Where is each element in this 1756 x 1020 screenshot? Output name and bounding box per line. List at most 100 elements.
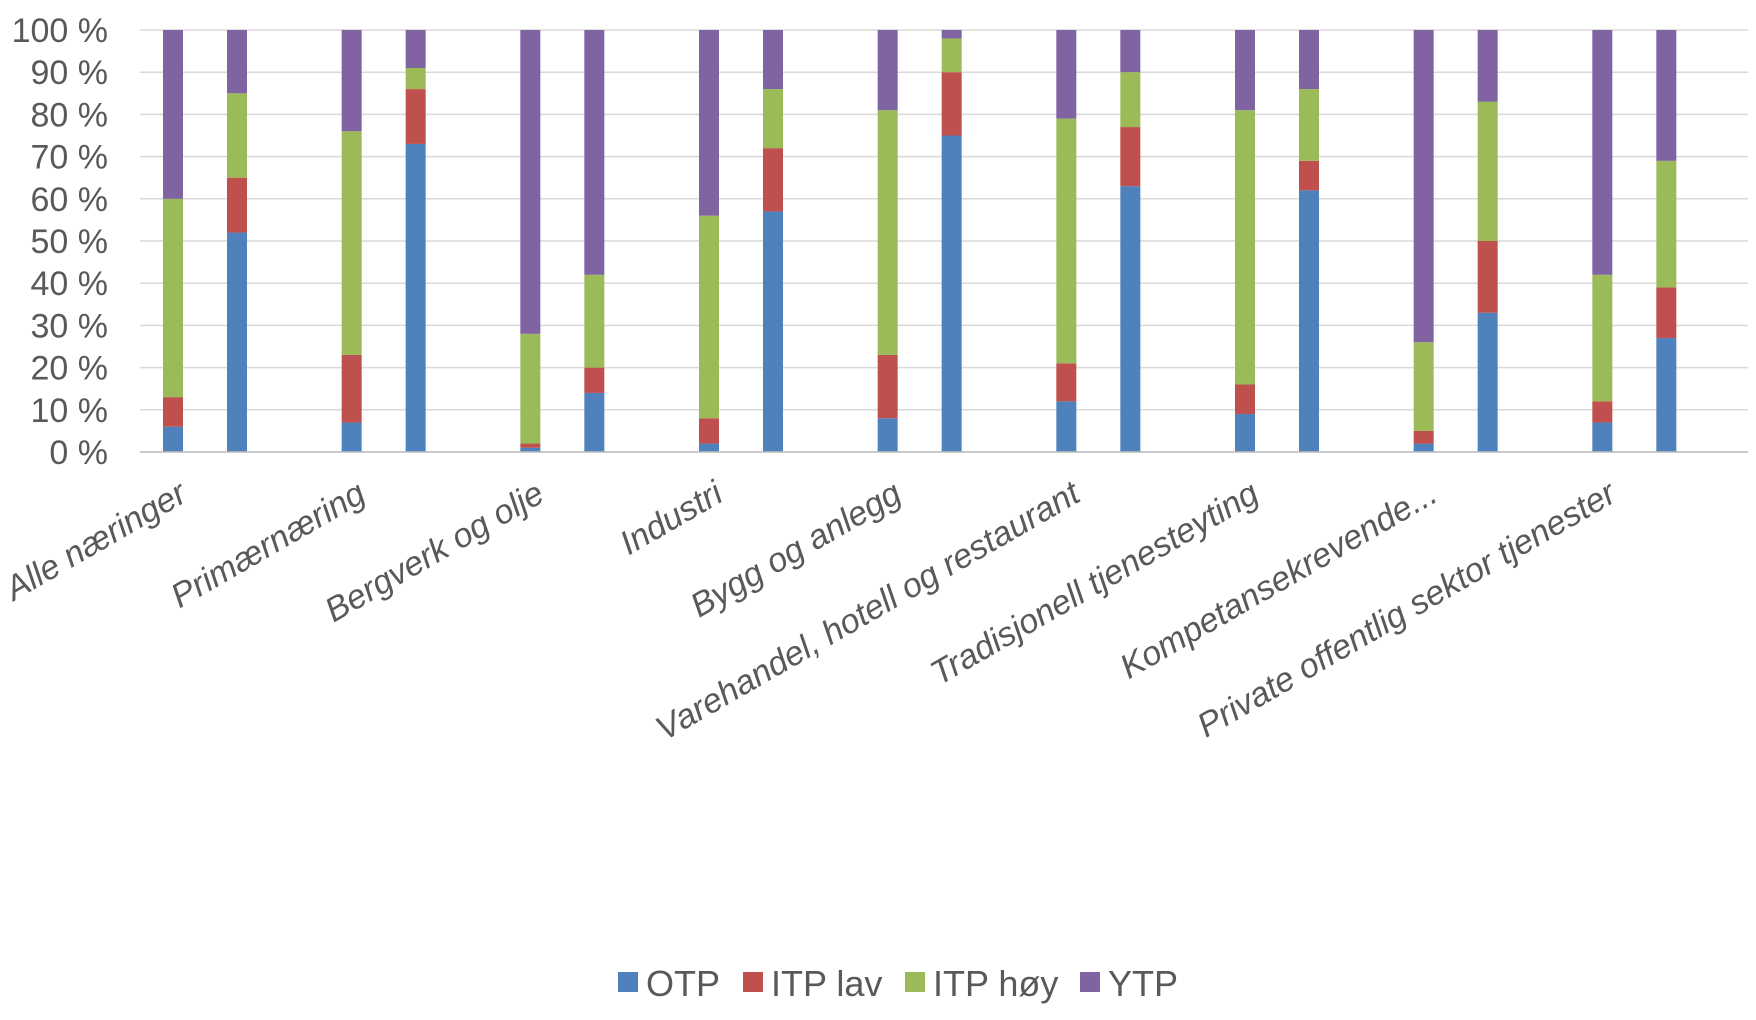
bar-segment-itp-høy bbox=[163, 198, 183, 398]
bar-segment-otp bbox=[1056, 401, 1077, 452]
bar-segment-itp-høy bbox=[877, 110, 898, 355]
legend: OTP ITP lav ITP høy YTP bbox=[618, 963, 1178, 1004]
y-tick-label: 0 % bbox=[49, 434, 108, 472]
bar-segment-otp bbox=[584, 392, 605, 452]
bar-segment-ytp bbox=[1056, 30, 1077, 119]
bar-segment-itp-lav bbox=[699, 418, 719, 444]
y-tick-label: 70 % bbox=[31, 139, 109, 177]
bar-segment-otp bbox=[227, 232, 247, 452]
bar-segment-otp bbox=[520, 447, 541, 452]
x-category-label: Kompetansekrevende... bbox=[1114, 474, 1444, 686]
bar-segment-ytp bbox=[520, 30, 541, 334]
bar-segment-ytp bbox=[699, 30, 719, 216]
bar-segment-ytp bbox=[1592, 30, 1613, 275]
legend-label: ITP lav bbox=[771, 963, 882, 1004]
bar-segment-itp-lav bbox=[1477, 241, 1498, 313]
y-tick-label: 40 % bbox=[31, 265, 109, 303]
bar-segment-otp bbox=[877, 418, 898, 452]
bar-segment-itp-høy bbox=[1299, 89, 1319, 161]
bar-segment-itp-lav bbox=[520, 443, 541, 448]
bar-segment-otp bbox=[341, 422, 362, 452]
bar-segment-otp bbox=[1120, 186, 1141, 452]
bar-segment-otp bbox=[941, 135, 962, 452]
bar-segment-itp-høy bbox=[1592, 274, 1613, 402]
bar-segment-itp-lav bbox=[1120, 127, 1141, 187]
bar-segment-ytp bbox=[405, 30, 426, 68]
y-tick-label: 100 % bbox=[12, 12, 108, 50]
bar-segment-itp-lav bbox=[405, 89, 426, 144]
bar-segment-itp-høy bbox=[941, 38, 962, 73]
bar-segment-otp bbox=[699, 443, 719, 452]
legend-swatch bbox=[905, 972, 925, 992]
bar-segment-itp-lav bbox=[877, 354, 898, 419]
y-tick-label: 90 % bbox=[31, 54, 109, 92]
bar-segment-ytp bbox=[1413, 30, 1434, 343]
bar-segment-itp-høy bbox=[405, 67, 426, 90]
bar-segment-itp-høy bbox=[1120, 72, 1141, 128]
bar-segment-ytp bbox=[1120, 30, 1141, 73]
bar-segment-otp bbox=[1413, 443, 1434, 452]
bar-segment-itp-lav bbox=[163, 397, 183, 427]
bar-segment-otp bbox=[763, 211, 783, 452]
bar-segment-ytp bbox=[341, 30, 362, 132]
y-tick-label: 60 % bbox=[31, 181, 109, 219]
bar-segment-otp bbox=[1477, 312, 1498, 452]
bars bbox=[163, 30, 1677, 453]
x-category-label: Alle næringer bbox=[0, 473, 194, 609]
bar-segment-itp-lav bbox=[941, 72, 962, 136]
x-category-label: Tradisjonell tjenesteyting bbox=[924, 474, 1265, 693]
bar-segment-itp-høy bbox=[1235, 110, 1255, 385]
bar-segment-itp-høy bbox=[763, 89, 783, 149]
bar-segment-itp-høy bbox=[520, 333, 541, 444]
legend-swatch bbox=[743, 972, 763, 992]
bar-segment-ytp bbox=[584, 30, 605, 275]
bar-segment-itp-høy bbox=[1413, 342, 1434, 431]
bar-segment-itp-lav bbox=[1235, 384, 1255, 415]
bar-segment-ytp bbox=[877, 30, 898, 111]
bar-segment-itp-høy bbox=[1477, 101, 1498, 242]
bar-segment-ytp bbox=[1235, 30, 1255, 111]
bar-segment-otp bbox=[405, 143, 426, 452]
bar-segment-itp-lav bbox=[227, 177, 247, 233]
x-category-label: Industri bbox=[613, 473, 730, 562]
bar-segment-itp-lav bbox=[1592, 401, 1613, 423]
bar-segment-itp-høy bbox=[227, 93, 247, 178]
legend-swatch bbox=[1080, 972, 1100, 992]
bar-segment-itp-lav bbox=[584, 367, 605, 393]
legend-label: YTP bbox=[1108, 963, 1178, 1004]
bar-segment-itp-høy bbox=[584, 274, 605, 368]
bar-segment-otp bbox=[1592, 422, 1613, 452]
bar-segment-otp bbox=[1656, 338, 1677, 452]
bar-segment-itp-lav bbox=[341, 354, 362, 423]
bar-segment-itp-lav bbox=[1413, 430, 1434, 444]
bar-segment-otp bbox=[1299, 190, 1319, 453]
y-tick-label: 10 % bbox=[31, 392, 109, 430]
bar-segment-itp-høy bbox=[341, 131, 362, 355]
y-tick-label: 20 % bbox=[31, 350, 109, 388]
bar-segment-ytp bbox=[941, 30, 962, 39]
bar-segment-otp bbox=[163, 426, 183, 452]
bar-segment-ytp bbox=[1299, 30, 1319, 90]
bar-segment-itp-høy bbox=[1656, 160, 1677, 288]
bar-segment-ytp bbox=[163, 30, 183, 199]
y-tick-label: 50 % bbox=[31, 223, 109, 261]
bar-segment-ytp bbox=[763, 30, 783, 90]
y-tick-label: 80 % bbox=[31, 96, 109, 134]
y-axis-tick-labels: 0 % 10 % 20 % 30 % 40 % 50 % 60 % 70 % 80 % 90 % 1… bbox=[12, 12, 108, 472]
bar-segment-otp bbox=[1235, 414, 1255, 452]
legend-label: ITP høy bbox=[933, 963, 1058, 1004]
y-tick-label: 30 % bbox=[31, 307, 109, 345]
bar-segment-itp-lav bbox=[763, 148, 783, 212]
bar-segment-itp-lav bbox=[1299, 160, 1319, 191]
bar-segment-ytp bbox=[227, 30, 247, 94]
bar-segment-ytp bbox=[1656, 30, 1677, 161]
legend-label: OTP bbox=[646, 963, 720, 1004]
bar-segment-ytp bbox=[1477, 30, 1498, 102]
bar-segment-itp-høy bbox=[699, 215, 719, 419]
bar-segment-itp-lav bbox=[1056, 363, 1077, 402]
bar-segment-itp-lav bbox=[1656, 287, 1677, 339]
bar-segment-itp-høy bbox=[1056, 118, 1077, 364]
legend-swatch bbox=[618, 972, 638, 992]
